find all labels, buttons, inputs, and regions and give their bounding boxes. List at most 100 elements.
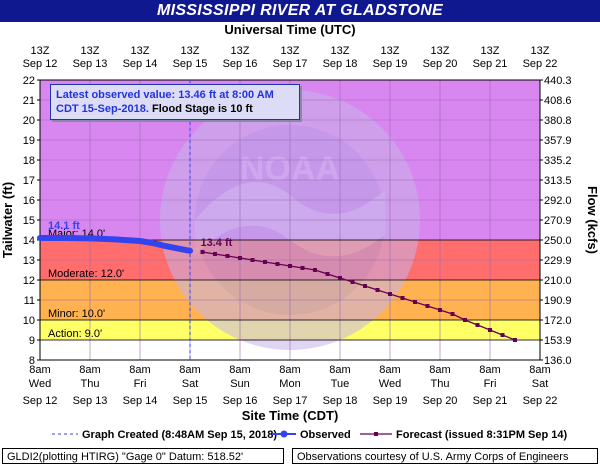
x-tick-time: 8am	[229, 364, 250, 376]
y-tick-label: 11	[24, 295, 35, 307]
forecast-point	[488, 328, 492, 332]
forecast-point	[275, 262, 280, 266]
x-tick-time: 8am	[279, 364, 300, 376]
top-tick-time: 13Z	[331, 45, 350, 57]
x-tick-date: Sep 17	[273, 395, 308, 407]
forecast-point	[225, 254, 230, 258]
x-tick-time: 8am	[179, 364, 200, 376]
y2-tick-label: 172.0	[544, 315, 572, 327]
y2-tick-label: 210.0	[544, 275, 572, 287]
forecast-point	[288, 264, 292, 268]
top-tick-time: 13Z	[181, 45, 200, 57]
forecast-point	[450, 312, 455, 316]
x-tick-date: Sep 22	[523, 395, 558, 407]
observed-peak-label: 14.1 ft	[48, 220, 80, 232]
y2-tick-label: 270.9	[544, 215, 572, 227]
x-tick-day: Mon	[279, 378, 300, 390]
x-tick-day: Fri	[134, 378, 147, 390]
x-tick-time: 8am	[479, 364, 500, 376]
y-axis-title: Tailwater (ft)	[0, 182, 15, 258]
forecast-point	[300, 266, 305, 270]
forecast-point	[213, 252, 217, 256]
chart-title: MISSISSIPPI RIVER AT GLADSTONE	[0, 0, 600, 22]
x-tick-time: 8am	[29, 364, 50, 376]
y-tick-label: 20	[23, 115, 35, 127]
y-tick-label: 8	[29, 355, 35, 367]
y2-tick-label: 313.5	[544, 175, 572, 187]
top-tick-date: Sep 15	[173, 58, 208, 70]
y2-tick-label: 292.0	[544, 195, 572, 207]
x-tick-date: Sep 14	[123, 395, 158, 407]
forecast-point	[425, 304, 430, 308]
series: 14.1 ft 13.4 ft	[37, 80, 517, 360]
flood-stage-text: Flood Stage is 10 ft	[148, 103, 253, 115]
top-tick-date: Sep 19	[373, 58, 408, 70]
y2-tick-label: 250.0	[544, 235, 572, 247]
x-tick-time: 8am	[129, 364, 150, 376]
legend-observed-marker	[280, 430, 288, 438]
latest-observation-date: CDT 15-Sep-2018.	[56, 103, 149, 115]
x-tick-time: 8am	[329, 364, 350, 376]
top-tick-date: Sep 17	[273, 58, 308, 70]
y-tick-label: 14	[23, 235, 35, 247]
top-tick-date: Sep 20	[423, 58, 458, 70]
forecast-point	[325, 272, 330, 276]
top-tick-time: 13Z	[481, 45, 500, 57]
legend-graph-created-label: Graph Created (8:48AM Sep 15, 2018)	[82, 429, 277, 441]
y-tick-label: 18	[23, 155, 35, 167]
y2-tick-label: 190.9	[544, 295, 572, 307]
threshold-label-action: Action: 9.0'	[48, 328, 102, 340]
x-tick-date: Sep 16	[223, 395, 258, 407]
x-tick-time: 8am	[429, 364, 450, 376]
forecast-point	[463, 318, 467, 322]
top-tick-time: 13Z	[431, 45, 450, 57]
x-tick-time: 8am	[529, 364, 550, 376]
top-tick-date: Sep 16	[223, 58, 258, 70]
y2-tick-label: 357.9	[544, 135, 572, 147]
x-tick-date: Sep 19	[373, 395, 408, 407]
y-tick-label: 16	[23, 195, 35, 207]
x-tick-date: Sep 13	[73, 395, 108, 407]
x-tick-date: Sep 12	[23, 395, 58, 407]
top-tick-date: Sep 18	[323, 58, 358, 70]
y-tick-label: 13	[23, 255, 35, 267]
y2-tick-label: 153.9	[544, 335, 572, 347]
y-tick-label: 22	[23, 75, 35, 87]
x-tick-day: Sat	[182, 378, 199, 390]
forecast-point	[338, 276, 342, 280]
x-tick-day: Tue	[331, 378, 350, 390]
x-tick-date: Sep 20	[423, 395, 458, 407]
courtesy-footer: Observations courtesy of U.S. Army Corps…	[292, 448, 598, 464]
y-tick-label: 21	[23, 95, 35, 107]
legend-forecast-marker	[374, 432, 378, 436]
y2-axis-title: Flow (kcfs)	[585, 186, 600, 254]
latest-observation-box: Latest observed value: 13.46 ft at 8:00 …	[50, 84, 300, 120]
top-tick-time: 13Z	[231, 45, 250, 57]
x-tick-time: 8am	[79, 364, 100, 376]
x-tick-date: Sep 21	[473, 395, 508, 407]
top-tick-date: Sep 12	[23, 58, 58, 70]
forecast-point	[250, 258, 255, 262]
forecast-point	[200, 250, 205, 254]
top-tick-time: 13Z	[131, 45, 150, 57]
threshold-label-moderate: Moderate: 12.0'	[48, 268, 124, 280]
y2-tick-label: 335.2	[544, 155, 572, 167]
y2-tick-label: 229.9	[544, 255, 572, 267]
y2-tick-label: 136.0	[544, 355, 572, 367]
y-tick-label: 19	[23, 135, 35, 147]
forecast-first-label: 13.4 ft	[201, 237, 233, 249]
gauge-datum-footer: GLDI2(plotting HTIRG) "Gage 0" Datum: 51…	[2, 448, 284, 464]
forecast-point	[238, 256, 242, 260]
forecast-point	[475, 323, 480, 327]
y-tick-label: 9	[29, 335, 35, 347]
top-tick-time: 13Z	[31, 45, 50, 57]
forecast-point	[513, 338, 517, 342]
forecast-point	[263, 260, 267, 264]
x-axis-title: Site Time (CDT)	[242, 408, 339, 423]
x-tick-day: Wed	[379, 378, 401, 390]
y-tick-label: 17	[23, 175, 35, 187]
forecast-point	[350, 280, 355, 284]
forecast-point	[413, 300, 417, 304]
latest-observation-line1: Latest observed value: 13.46 ft at 8:00 …	[56, 89, 274, 101]
